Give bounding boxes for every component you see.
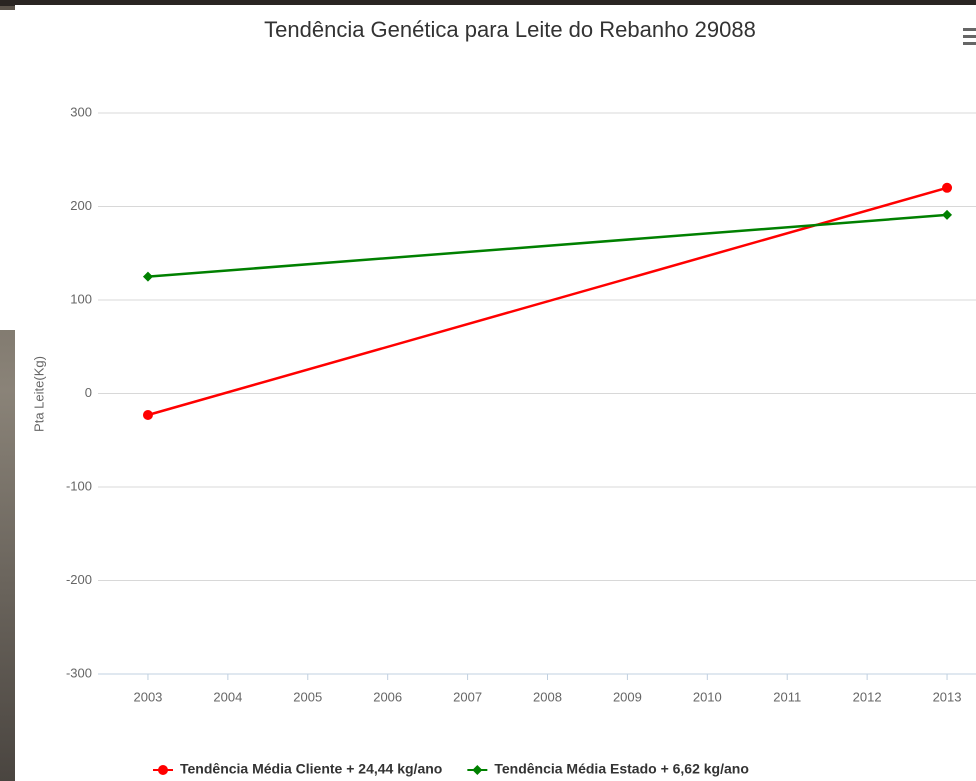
x-tick-label: 2003 xyxy=(133,689,162,704)
x-tick-label: 2004 xyxy=(213,689,242,704)
chart-title: Tendência Genética para Leite do Rebanho… xyxy=(264,17,756,42)
legend-marker xyxy=(158,765,168,775)
y-tick-label: -300 xyxy=(66,665,92,680)
menu-bar xyxy=(963,28,976,31)
legend-label: Tendência Média Estado + 6,62 kg/ano xyxy=(494,761,749,777)
y-tick-label: -100 xyxy=(66,478,92,493)
x-tick-label: 2011 xyxy=(773,689,801,704)
chart: Tendência Genética para Leite do Rebanho… xyxy=(0,0,976,781)
menu-bar xyxy=(963,42,976,45)
y-tick-label: 300 xyxy=(70,104,92,119)
x-tick-label: 2007 xyxy=(453,689,482,704)
marker xyxy=(143,410,153,420)
y-tick-label: -200 xyxy=(66,572,92,587)
y-axis-title: Pta Leite(Kg) xyxy=(31,356,46,432)
legend-label: Tendência Média Cliente + 24,44 kg/ano xyxy=(180,761,442,777)
y-tick-label: 100 xyxy=(70,291,92,306)
y-tick-label: 0 xyxy=(85,385,92,400)
x-tick-label: 2005 xyxy=(293,689,322,704)
menu-bar xyxy=(963,35,976,38)
underlying-page xyxy=(0,10,15,330)
y-tick-label: 200 xyxy=(70,198,92,213)
x-tick-label: 2010 xyxy=(693,689,722,704)
x-tick-label: 2009 xyxy=(613,689,642,704)
x-tick-label: 2006 xyxy=(373,689,402,704)
marker xyxy=(942,183,952,193)
page: Tendência Genética para Leite do Rebanho… xyxy=(0,0,976,781)
menu-icon[interactable] xyxy=(963,28,976,45)
x-tick-label: 2012 xyxy=(853,689,882,704)
x-tick-label: 2013 xyxy=(933,689,962,704)
x-tick-label: 2008 xyxy=(533,689,562,704)
